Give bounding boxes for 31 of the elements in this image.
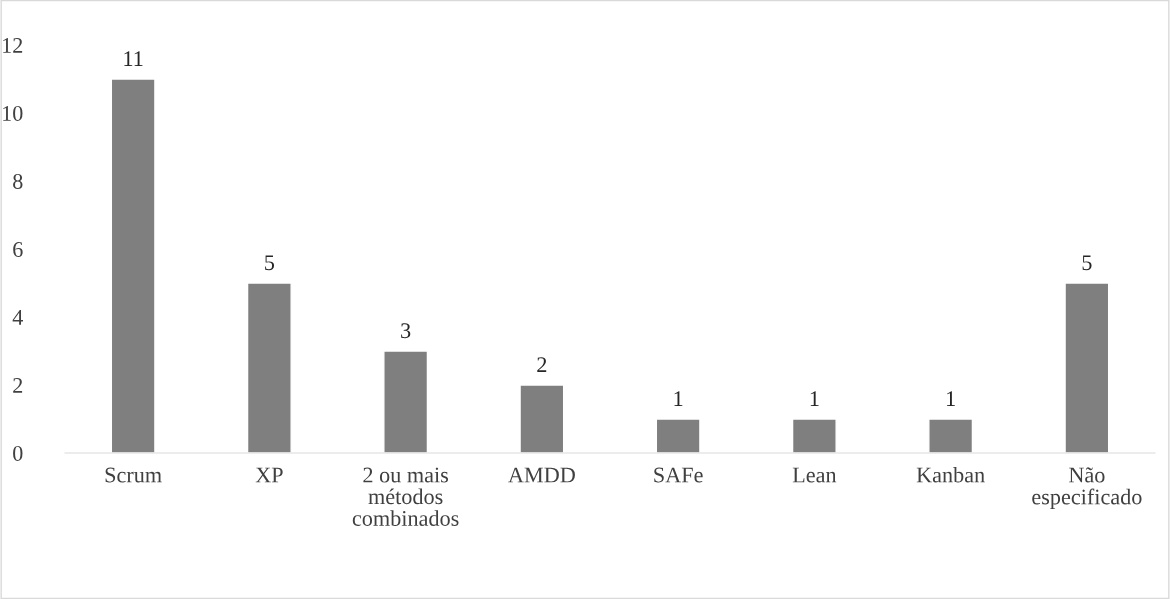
y-tick-label: 8 bbox=[13, 173, 23, 189]
bar bbox=[928, 418, 974, 453]
bar bbox=[110, 78, 156, 453]
y-tick-label: 2 bbox=[13, 377, 23, 393]
data-label: 5 bbox=[1082, 255, 1092, 271]
x-tick-label: AMDD bbox=[508, 467, 575, 483]
x-tick-label: Lean bbox=[792, 467, 837, 483]
y-tick-label: 12 bbox=[3, 37, 23, 53]
data-label: 1 bbox=[947, 391, 955, 406]
x-tick-label: XP bbox=[255, 467, 283, 483]
data-label: 1 bbox=[810, 391, 819, 406]
x-tick-label: Não especificado bbox=[1032, 467, 1142, 509]
y-tick-label: 4 bbox=[12, 310, 23, 325]
data-label: 3 bbox=[401, 323, 411, 339]
bar bbox=[383, 350, 429, 453]
bar bbox=[791, 418, 837, 453]
bar bbox=[246, 282, 292, 453]
bar bbox=[519, 384, 565, 453]
data-label: 5 bbox=[265, 255, 275, 271]
y-tick-label: 6 bbox=[13, 241, 23, 257]
x-tick-label: Kanban bbox=[916, 466, 985, 483]
bar bbox=[1064, 282, 1110, 453]
y-tick-label: 0 bbox=[13, 445, 23, 461]
y-tick-label: 10 bbox=[3, 105, 23, 121]
x-tick-label: SAFe bbox=[654, 467, 703, 483]
bar bbox=[655, 418, 701, 453]
x-tick-label: 2 ou mais métodos combinados bbox=[352, 467, 459, 526]
data-label: 1 bbox=[674, 391, 683, 406]
data-label: 2 bbox=[537, 357, 547, 372]
data-label: 11 bbox=[124, 51, 143, 66]
x-tick-label: Scrum bbox=[105, 467, 162, 483]
